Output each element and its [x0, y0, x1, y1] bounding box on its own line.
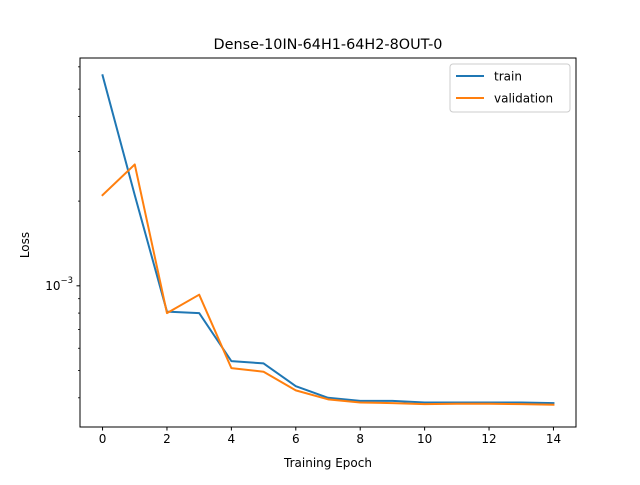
legend-label-validation: validation [494, 92, 553, 106]
legend: train validation [449, 63, 571, 113]
y-axis: 10−3 [45, 66, 80, 399]
plot-background [80, 58, 576, 427]
x-tick-label: 6 [292, 432, 300, 446]
x-tick-label: 14 [546, 432, 561, 446]
series-group [101, 74, 555, 406]
x-tick-label: 0 [99, 432, 107, 446]
series-line-train [101, 74, 555, 405]
x-axis-label: Training Epoch [283, 456, 372, 470]
y-tick-label: 10−3 [45, 276, 73, 293]
y-axis-label: Loss [18, 232, 32, 258]
x-tick-label: 8 [356, 432, 364, 446]
x-axis: 0 2 4 6 8 10 12 14 [99, 427, 561, 446]
plot-frame [79, 57, 577, 428]
x-tick-label: 12 [481, 432, 496, 446]
chart-title: Dense-10IN-64H1-64H2-8OUT-0 [214, 37, 443, 53]
series-line-validation [101, 163, 555, 406]
plot-area [79, 57, 577, 428]
x-tick-label: 4 [228, 432, 236, 446]
legend-label-train: train [494, 70, 522, 84]
x-tick-label: 10 [417, 432, 432, 446]
x-tick-label: 2 [163, 432, 171, 446]
